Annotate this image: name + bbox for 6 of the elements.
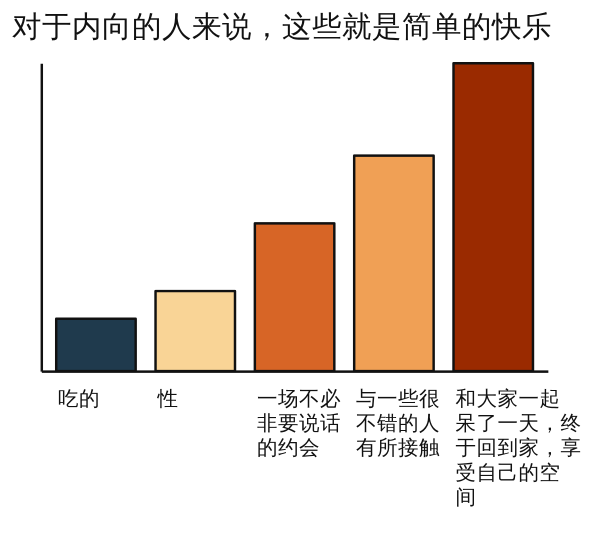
x-tick-label: 吃的: [58, 386, 100, 411]
x-tick-label: 一场不必非要说话的约会: [256, 386, 341, 460]
chart-title: 对于内向的人来说，这些就是简单的快乐: [12, 9, 552, 44]
x-tick-label: 与一些很不错的人有所接触: [356, 386, 440, 460]
x-tick-label: 性: [156, 386, 178, 411]
x-tick-label: 和大家一起呆了一天，终于回到家，享受自己的空间: [455, 386, 582, 509]
